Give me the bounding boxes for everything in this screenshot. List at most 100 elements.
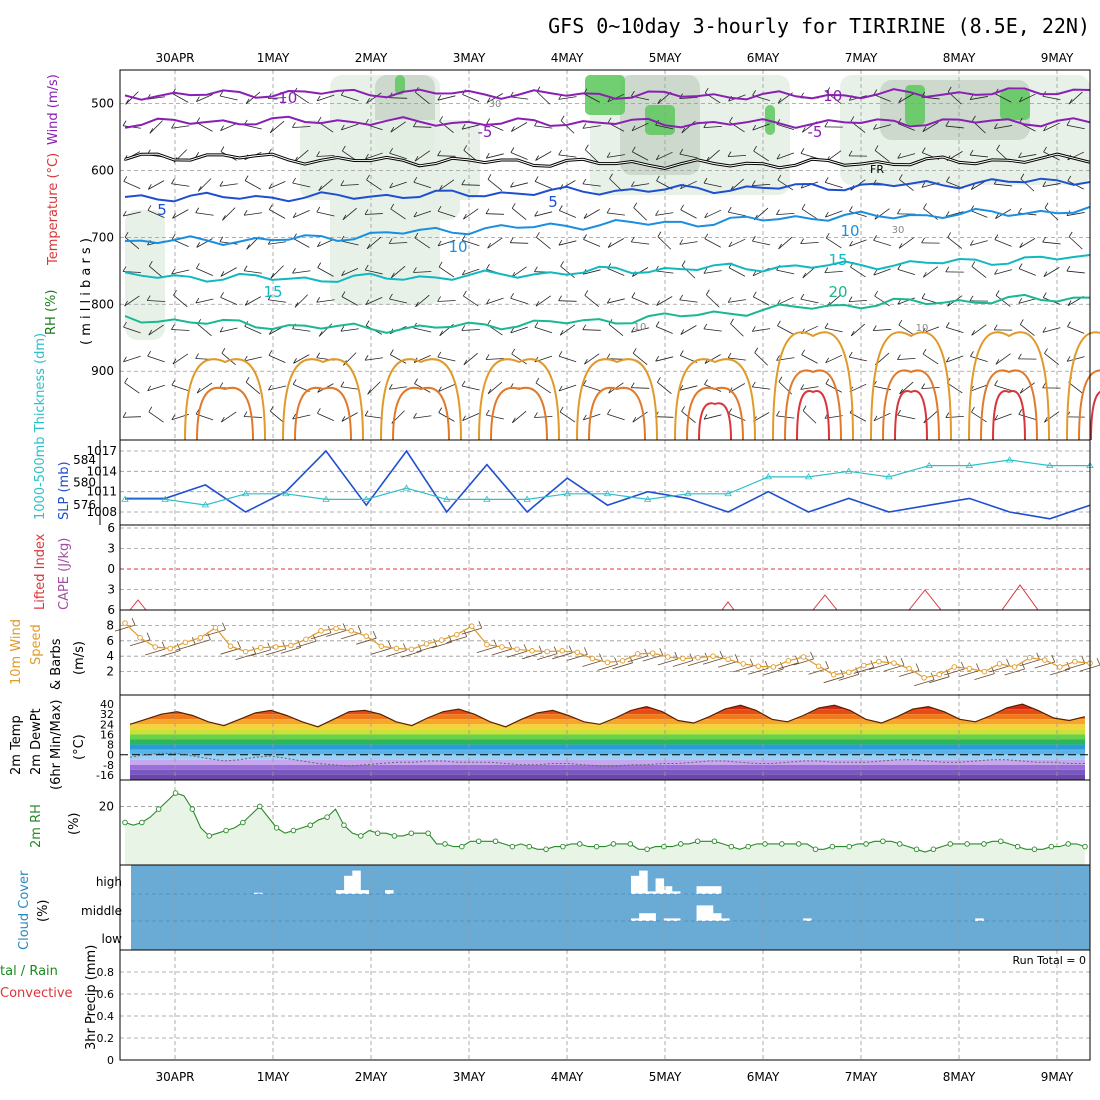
temperature-band xyxy=(130,759,1085,765)
rh-point xyxy=(560,843,566,850)
rh-point xyxy=(728,843,735,850)
surface-barb-flag xyxy=(433,638,437,647)
wind-barb-flag xyxy=(1042,382,1046,389)
surface-barb-flag xyxy=(1006,658,1010,667)
thickness-point xyxy=(161,495,169,502)
wind-barb xyxy=(414,150,431,162)
wind-barb-flag xyxy=(1043,417,1048,423)
temperature-tick: -16 xyxy=(96,769,114,782)
rh-point xyxy=(155,806,162,812)
wind-barb xyxy=(826,237,842,249)
wind-barb xyxy=(800,241,819,245)
wind-barb xyxy=(897,414,916,420)
surface-barb-flag xyxy=(915,663,920,671)
wind-barb xyxy=(994,384,1012,392)
thickness-grid xyxy=(120,440,1090,525)
wind-barb-flag xyxy=(582,324,587,330)
wind-barb-flag xyxy=(535,300,540,307)
wind-barb xyxy=(728,357,746,361)
thickness-point xyxy=(603,489,612,497)
rh-axis-label: RH (%) xyxy=(44,290,59,335)
wind-barb-flag xyxy=(680,329,685,335)
wind-barb xyxy=(510,182,529,188)
wind-barb xyxy=(268,97,287,99)
wind-barb xyxy=(534,211,553,217)
wind-barb-flag xyxy=(848,296,853,302)
temp2m-unit: (°C) xyxy=(72,734,87,760)
wind-barb-flag xyxy=(389,182,394,189)
surface-barb xyxy=(823,676,844,684)
wind-barb xyxy=(608,238,624,248)
thickness-point xyxy=(724,489,732,497)
wind-barb xyxy=(631,387,650,389)
wind-barb-flag xyxy=(945,356,950,363)
wind-barb-flag xyxy=(582,380,587,386)
rh-point xyxy=(762,841,768,847)
wind-barb-flag xyxy=(971,406,975,413)
precip-tick: 0 xyxy=(107,1054,114,1067)
wind-tick: 4 xyxy=(106,649,114,663)
wind-barb xyxy=(292,126,311,128)
wind-barb xyxy=(559,324,576,336)
wind-barb xyxy=(753,150,769,162)
wind-barb xyxy=(510,96,529,100)
wind-point xyxy=(197,634,204,641)
wind-barb-flag xyxy=(631,292,636,298)
rh-point xyxy=(526,843,532,850)
wind-barb xyxy=(462,94,480,102)
wind-barb xyxy=(244,296,262,306)
wind-point xyxy=(936,671,942,678)
wind-barb xyxy=(366,92,382,104)
surface-barb xyxy=(416,645,437,653)
wind-barb xyxy=(390,208,406,220)
wind-frame xyxy=(119,609,1091,696)
wind-barb-flag xyxy=(1018,263,1023,269)
wind-barb xyxy=(341,296,358,306)
wind-barb xyxy=(317,412,334,422)
wind-barb xyxy=(1066,124,1085,130)
wind-point xyxy=(740,661,746,667)
wind-barb xyxy=(679,96,698,100)
wind-barb-flag xyxy=(1043,271,1048,277)
wind-barb xyxy=(316,211,335,217)
wind-barb-flag xyxy=(438,407,443,413)
wind-barb-flag xyxy=(1068,98,1073,105)
high-cloud-bar xyxy=(630,875,640,894)
wind10-unit: (m/s) xyxy=(72,641,87,675)
pressure-ticks: 500 600 700 800 900 xyxy=(91,96,114,378)
wind-barb-flag xyxy=(922,126,927,132)
wind-barb xyxy=(1018,298,1037,304)
wind-barb xyxy=(655,124,674,130)
surface-barb xyxy=(476,646,497,654)
wind-barb xyxy=(560,120,575,134)
wind-barb xyxy=(994,93,1012,103)
upper-air-panel: -10 -10 -5 -5 FR 5 5 10 10 15 15 20 30 30 10 10 500 600 7… xyxy=(91,69,1100,441)
wind-barb xyxy=(777,179,794,191)
wind-point xyxy=(996,661,1003,667)
precip-tick: 0.4 xyxy=(97,1010,115,1023)
wind-barb xyxy=(582,125,601,129)
wind-barb-flag xyxy=(848,351,853,358)
wind-barb xyxy=(195,298,214,304)
wind-barb xyxy=(971,266,987,278)
wind-barb xyxy=(655,356,674,362)
surface-barb xyxy=(929,676,950,684)
surface-barb xyxy=(672,660,694,667)
wind-barb xyxy=(970,355,988,363)
wind-barb xyxy=(1067,356,1085,362)
wind-barb-flag xyxy=(485,354,490,360)
wind-barb-flag xyxy=(171,123,175,129)
wind-barb xyxy=(534,326,553,334)
wind-barb-flag xyxy=(824,267,829,273)
wind-barb xyxy=(415,92,430,104)
rh-point xyxy=(509,843,516,850)
wind-barb-flag xyxy=(1067,321,1071,327)
hot-contour xyxy=(894,390,928,441)
wind-barb xyxy=(413,181,432,189)
rh-point xyxy=(896,841,903,847)
wind-barb-flag xyxy=(365,153,369,160)
wind-barb xyxy=(462,239,480,247)
temperature-contours xyxy=(124,87,1100,441)
wind-barb-flag xyxy=(778,243,782,250)
